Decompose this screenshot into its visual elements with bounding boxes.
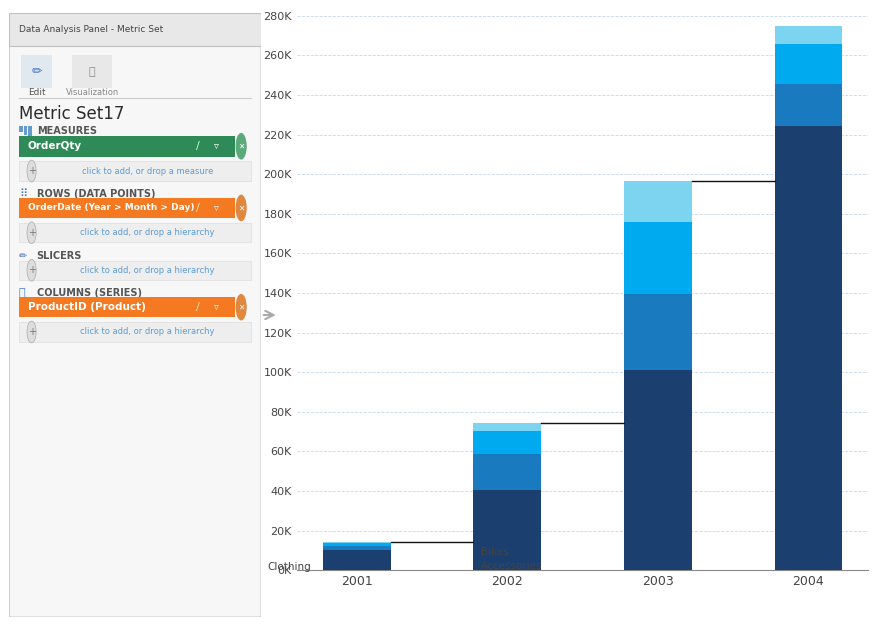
Text: Data Analysis Panel - Metric Set: Data Analysis Panel - Metric Set <box>19 25 163 34</box>
Text: SLICERS: SLICERS <box>36 251 82 261</box>
Bar <box>774 125 843 570</box>
Bar <box>624 294 692 370</box>
Bar <box>19 297 235 318</box>
Text: ✕: ✕ <box>238 142 245 151</box>
Bar <box>72 55 113 88</box>
Bar <box>323 546 391 551</box>
Text: ▿: ▿ <box>214 203 218 213</box>
Circle shape <box>27 321 36 343</box>
Bar <box>19 136 235 156</box>
Circle shape <box>27 260 36 281</box>
Bar <box>19 323 252 341</box>
Bar <box>473 423 541 431</box>
Bar <box>19 126 23 132</box>
Text: ✏: ✏ <box>31 66 42 78</box>
Bar <box>323 542 391 544</box>
Text: +: + <box>27 327 35 337</box>
Bar <box>624 222 692 294</box>
Text: +: + <box>27 166 35 176</box>
Text: +: + <box>27 228 35 238</box>
Text: ⛓: ⛓ <box>89 67 96 77</box>
Bar <box>323 551 391 570</box>
Bar <box>774 44 843 84</box>
Bar <box>19 223 252 243</box>
Text: COLUMNS (SERIES): COLUMNS (SERIES) <box>36 289 142 298</box>
Text: ✏: ✏ <box>19 251 27 261</box>
Bar <box>24 126 27 135</box>
FancyBboxPatch shape <box>9 13 261 617</box>
Bar <box>21 55 51 88</box>
Bar <box>19 198 235 218</box>
Text: ProductID (Product): ProductID (Product) <box>27 302 145 312</box>
Text: MEASURES: MEASURES <box>36 125 97 135</box>
Bar <box>624 370 692 570</box>
Text: ⠿: ⠿ <box>19 189 27 199</box>
Circle shape <box>27 222 36 244</box>
Text: click to add, or drop a hierarchy: click to add, or drop a hierarchy <box>81 328 215 336</box>
Bar <box>19 161 252 181</box>
Text: ▿: ▿ <box>214 141 218 151</box>
Bar <box>28 126 32 138</box>
Text: Visualization: Visualization <box>66 88 119 97</box>
Text: Clothing: Clothing <box>267 562 311 572</box>
Text: OrderQty: OrderQty <box>27 141 82 151</box>
Text: Accessories: Accessories <box>481 561 542 571</box>
Circle shape <box>27 160 36 182</box>
Bar <box>473 454 541 490</box>
Circle shape <box>236 294 246 321</box>
Text: Metric Set17: Metric Set17 <box>19 105 124 123</box>
Text: 〰: 〰 <box>19 289 26 298</box>
FancyArrowPatch shape <box>264 311 274 319</box>
Text: ROWS (DATA POINTS): ROWS (DATA POINTS) <box>36 189 155 199</box>
Bar <box>774 84 843 125</box>
Text: /: / <box>197 302 200 312</box>
Circle shape <box>236 133 246 159</box>
Text: /: / <box>197 203 200 213</box>
Text: +: + <box>27 265 35 275</box>
Text: ✕: ✕ <box>238 203 245 212</box>
Text: click to add, or drop a hierarchy: click to add, or drop a hierarchy <box>81 266 215 275</box>
Bar <box>473 490 541 570</box>
Bar <box>19 261 252 280</box>
Text: ✕: ✕ <box>238 302 245 312</box>
Text: /: / <box>197 141 200 151</box>
Bar <box>473 431 541 454</box>
Bar <box>774 26 843 44</box>
Text: click to add, or drop a hierarchy: click to add, or drop a hierarchy <box>81 228 215 238</box>
Text: Bikes: Bikes <box>481 547 509 558</box>
Text: OrderDate (Year > Month > Day): OrderDate (Year > Month > Day) <box>27 203 194 212</box>
Bar <box>624 181 692 222</box>
Bar <box>9 13 261 46</box>
Text: click to add, or drop a measure: click to add, or drop a measure <box>82 166 214 176</box>
Circle shape <box>236 195 246 221</box>
Bar <box>323 544 391 546</box>
Text: ▿: ▿ <box>214 302 218 312</box>
Text: Edit: Edit <box>27 88 45 97</box>
